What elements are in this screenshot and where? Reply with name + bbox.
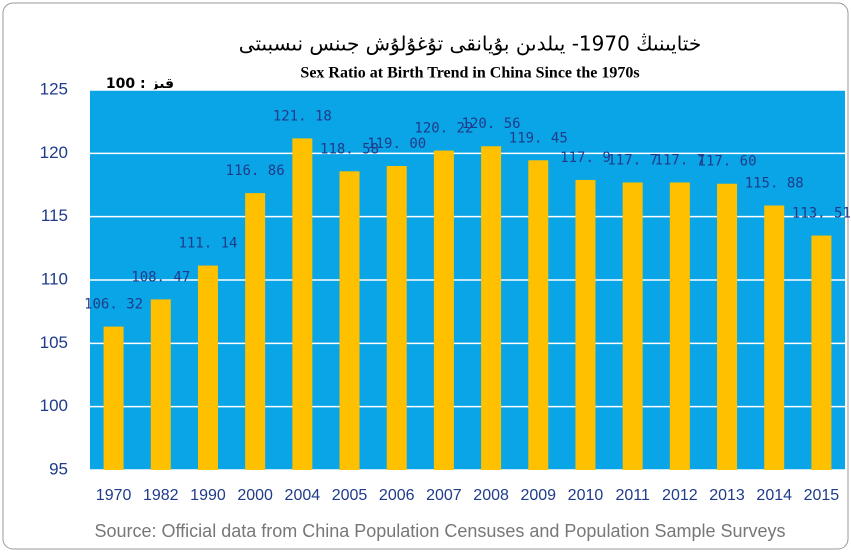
x-tick-label: 2006 (379, 487, 415, 504)
x-tick-label: 1990 (190, 487, 226, 504)
data-label: 111. 14 (178, 236, 237, 252)
data-label: 113. 51 (792, 206, 851, 222)
bar (481, 146, 502, 471)
data-label: 108. 47 (131, 269, 190, 285)
bar (717, 183, 738, 470)
y-tick-label: 100 (40, 396, 68, 415)
data-label: 117. 9 (560, 150, 611, 166)
bar (528, 160, 549, 471)
chart-subtitle: Sex Ratio at Birth Trend in China Since … (300, 65, 639, 82)
data-label: 120. 56 (462, 116, 521, 132)
chart-title: ختايىنىڭ 1970- يىلدىن بۇيانقى تۇغۇلۇش جى… (239, 32, 701, 56)
data-label: 120. 22 (414, 121, 473, 137)
source: Source: Official data from China Populat… (94, 521, 785, 541)
bar (433, 150, 454, 470)
x-tick-label: 1982 (143, 487, 179, 504)
y-tick-label: 110 (41, 269, 68, 288)
data-label: 116. 86 (226, 163, 285, 179)
x-tick-label: 2000 (237, 487, 273, 504)
x-tick-label: 2005 (332, 487, 368, 504)
data-label: 117. 60 (698, 154, 757, 170)
data-label: 121. 18 (273, 108, 332, 124)
data-label: 106. 32 (84, 297, 143, 313)
data-label: 118. 58 (320, 141, 379, 157)
bar (150, 299, 171, 470)
x-tick-label: 2009 (520, 487, 556, 504)
data-label: 115. 88 (745, 176, 804, 192)
bar (103, 326, 124, 470)
bar (197, 265, 218, 470)
bar (339, 171, 360, 470)
x-tick-label: 2012 (662, 487, 698, 504)
x-tick-label: 2004 (285, 487, 321, 504)
x-tick-label: 2013 (709, 487, 745, 504)
bar (292, 138, 313, 471)
x-tick-label: 2014 (756, 487, 792, 504)
y-tick-label: 95 (49, 459, 68, 478)
data-label: 117. 7 (607, 152, 658, 168)
bar (764, 205, 785, 470)
x-tick-label: 2010 (568, 487, 604, 504)
data-label: 117. 7 (655, 152, 706, 168)
bar (575, 179, 596, 470)
bar (669, 182, 690, 470)
bar (811, 235, 832, 470)
bar (245, 193, 266, 470)
x-tick-label: 1970 (96, 487, 132, 504)
y-tick-label: 120 (40, 143, 68, 162)
x-tick-label: 2008 (473, 487, 509, 504)
annotation: قىز : 100 (106, 76, 174, 92)
y-tick-label: 115 (41, 206, 68, 225)
data-label: 119. 00 (367, 136, 426, 152)
x-tick-label: 2015 (804, 487, 840, 504)
data-label: 119. 45 (509, 130, 568, 146)
x-tick-label: 2007 (426, 487, 462, 504)
x-tick-label: 2011 (615, 487, 650, 504)
bar (386, 166, 407, 470)
bar (622, 182, 643, 470)
y-tick-label: 105 (40, 333, 68, 352)
y-tick-label: 125 (40, 79, 68, 98)
